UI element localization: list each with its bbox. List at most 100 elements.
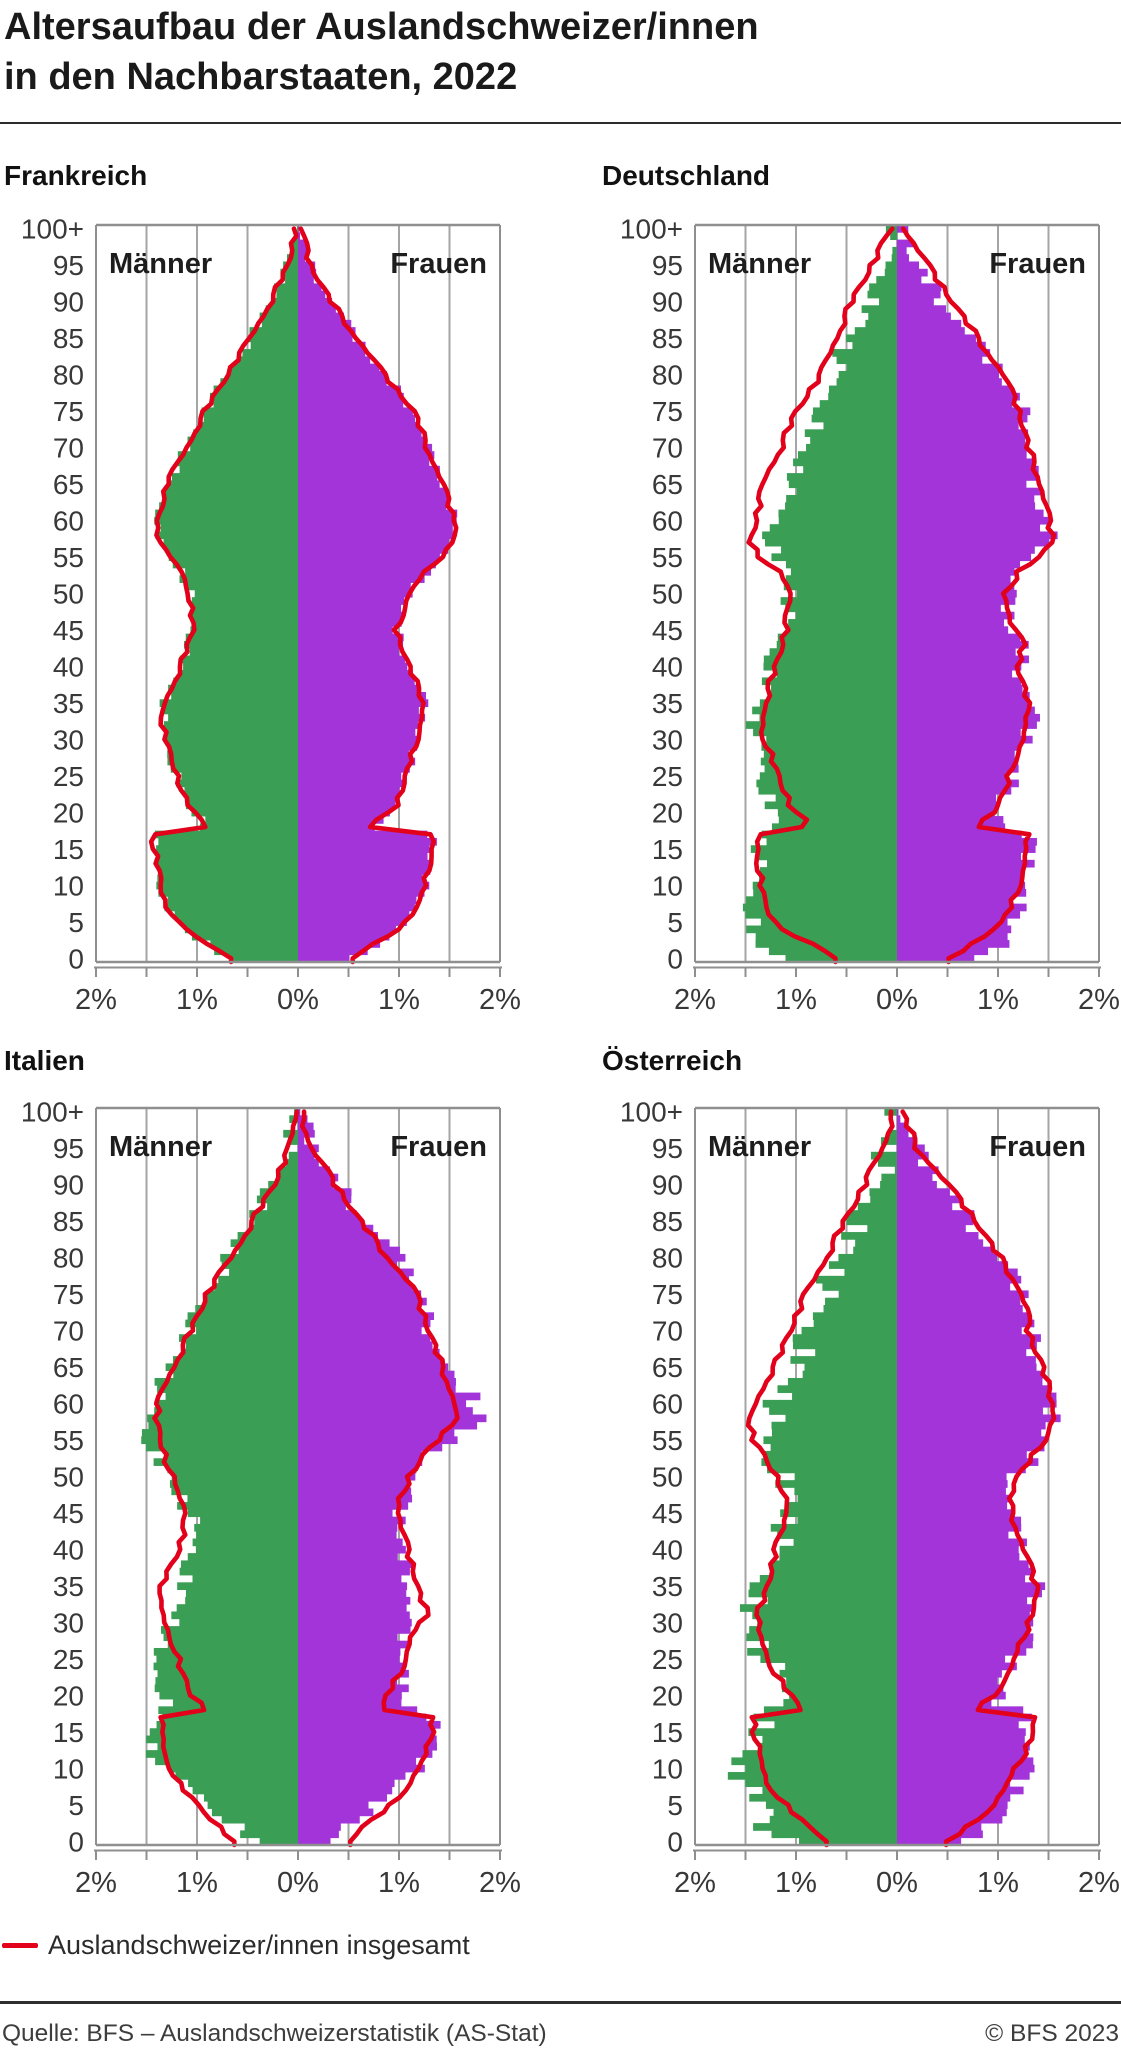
age-bar-women [298,1823,341,1831]
age-bar-women [298,1480,410,1488]
age-bar-women [897,750,1015,759]
age-bar-men [785,575,897,583]
age-bar-women [298,546,449,554]
age-bar-men [785,954,897,963]
age-bar-men [209,392,298,401]
age-bar-men [190,611,298,620]
age-bar-men [195,1545,298,1554]
age-bar-women [897,779,1019,788]
age-bar-women [897,619,1005,627]
age-bar-men [765,1801,897,1809]
age-bar-men [192,1575,298,1583]
age-bar-women [897,1363,1037,1372]
age-bar-women [897,1684,1004,1693]
age-bar-men [213,400,298,408]
age-bar-women [298,451,435,459]
age-bar-women [298,494,451,503]
age-bar-women [298,1655,400,1663]
age-tick-label: 15 [652,1717,683,1748]
age-bar-men [165,735,298,744]
age-bar-men [200,1516,298,1525]
age-bar-men [168,684,298,693]
age-bar-men [766,735,897,744]
age-bar-women [298,823,375,832]
age-tick-label: 20 [652,1680,683,1711]
age-bar-men [191,932,298,941]
age-bar-women [298,1414,487,1423]
age-bar-men [188,1779,298,1788]
age-bar-women [897,1159,919,1167]
age-bar-men [787,1377,897,1386]
age-bar-men [788,619,897,627]
age-bar-men [745,1764,897,1773]
age-bar-men [769,1407,897,1415]
age-bar-women [897,1443,1045,1452]
age-bar-men [746,896,897,905]
age-bar-women [298,392,404,401]
age-bar-men [844,1268,897,1277]
age-bar-men [157,1669,298,1678]
age-bar-men [767,1596,897,1605]
page-title-line2: in den Nachbarstaaten, 2022 [4,56,518,98]
age-tick-label: 20 [53,797,84,828]
age-bar-men [822,1283,897,1291]
age-bar-women [298,553,440,562]
age-tick-label: 10 [53,870,84,901]
age-bar-women [897,903,1027,912]
age-bar-men [799,1837,897,1846]
age-bar-women [298,480,440,489]
age-bar-men [812,407,897,416]
age-bar-men [179,1334,298,1342]
age-bar-men [187,436,298,445]
age-bar-men [155,531,298,540]
age-bar-women [897,655,1029,664]
age-bar-men [778,516,897,525]
age-bar-women [298,1750,433,1758]
age-bar-men [773,1808,897,1817]
age-bar-men [785,604,897,613]
age-bar-men [159,502,298,510]
age-bar-women [897,1173,933,1182]
age-bar-women [897,567,1015,576]
age-bar-men [145,1750,298,1758]
age-bar-men [768,1640,897,1649]
age-bar-women [897,1115,901,1123]
total-line-men [152,1109,300,1848]
age-bar-women [298,1764,425,1773]
age-bar-women [298,1465,417,1474]
x-tick-label: 2% [479,984,521,1016]
age-bar-women [897,1633,1034,1642]
age-bar-women [897,363,1003,372]
age-bar-women [298,1575,402,1583]
age-bar-women [298,276,314,284]
age-bar-men [200,422,298,430]
age-tick-label: 70 [652,1316,683,1347]
x-tick-label: 1% [775,1867,817,1899]
pyramid-deutschland: 2% 1% 0% 1% 2% 0 5 10 15 20 25 30 35 40 45 50 55 60 65 70 75… [620,214,1120,1016]
age-bar-women [298,1151,315,1160]
age-bar-men [806,443,897,452]
age-bar-men [274,283,298,292]
age-bar-men [763,662,897,671]
x-tick-label: 1% [378,984,420,1016]
age-bar-women [897,626,1009,635]
age-bar-women [298,582,411,591]
age-bar-men [200,823,298,832]
age-bar-women [298,509,458,518]
age-bar-women [897,1575,1026,1583]
age-bar-women [298,1348,440,1357]
age-bar-men [288,1151,298,1160]
age-bar-women [897,283,942,292]
age-bar-men [168,743,298,751]
age-bar-men [204,1297,298,1306]
age-bar-women [298,560,436,569]
age-tick-label: 75 [53,396,84,427]
age-bar-men [785,502,897,510]
age-bar-men [769,524,897,532]
total-line-legend-swatch [2,1943,38,1948]
age-bar-women [298,407,413,416]
age-tick-label: 0 [667,1826,683,1857]
age-bar-women [298,889,425,897]
age-bar-men [158,837,298,846]
